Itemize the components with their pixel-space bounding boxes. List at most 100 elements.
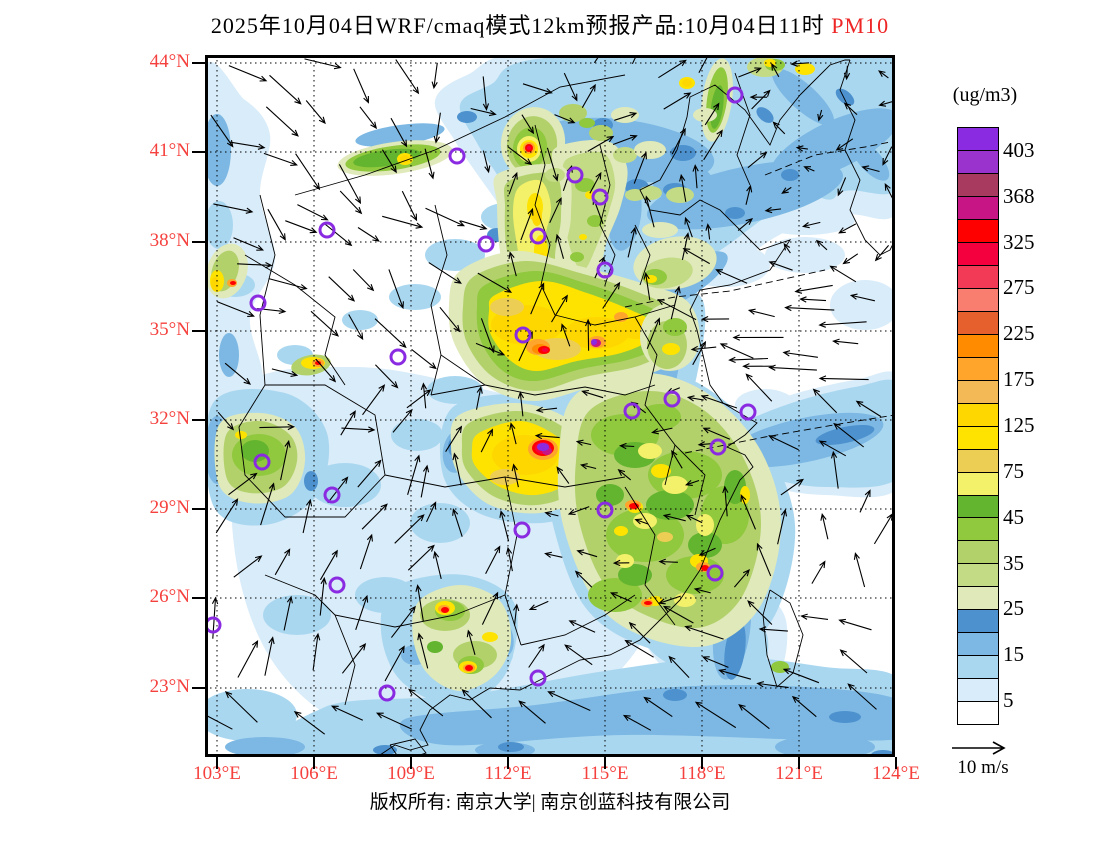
colorbar-tick-label: 15 (1003, 642, 1024, 667)
colorbar-unit-label: (ug/m3) (952, 84, 1018, 106)
wind-arrows-layer (205, 55, 895, 735)
colorbar-tick-label: 75 (1003, 458, 1024, 483)
colorbar-swatch (958, 380, 998, 404)
colorbar-swatch (958, 128, 998, 151)
colorbar-swatch (958, 564, 998, 588)
city-marker-icon (477, 235, 495, 253)
lat-axis-label: 41°N (149, 140, 190, 161)
lat-axis-label: 29°N (149, 497, 190, 518)
colorbar-swatch (958, 656, 998, 680)
city-markers-layer (205, 86, 757, 702)
city-marker-icon (709, 438, 727, 456)
copyright-text: 版权所有: 南京大学| 南京创蓝科技有限公司 (369, 792, 731, 813)
colorbar-tick-label: 368 (1003, 183, 1035, 208)
city-marker-icon (529, 669, 547, 687)
colorbar-swatch (958, 242, 998, 266)
lat-axis-tick (192, 687, 205, 689)
colorbar-swatch (958, 403, 998, 427)
lon-axis-label: 115°E (581, 763, 629, 784)
lat-axis-tick (192, 597, 205, 599)
lon-axis-tick (410, 757, 412, 769)
colorbar-swatch (958, 357, 998, 381)
lon-axis-tick (313, 757, 315, 769)
colorbar-swatch (958, 472, 998, 496)
lon-axis-label: 121°E (775, 763, 823, 784)
colorbar-swatch (958, 173, 998, 197)
lon-axis-label: 106°E (290, 763, 338, 784)
lon-axis-label: 109°E (387, 763, 435, 784)
colorbar-tick-label: 225 (1003, 321, 1035, 346)
city-marker-icon (513, 521, 531, 539)
city-marker-icon (323, 486, 341, 504)
lon-axis-tick (507, 757, 509, 769)
lat-axis-label: 44°N (149, 51, 190, 72)
colorbar-swatch (958, 610, 998, 634)
colorbar-swatch (958, 265, 998, 289)
city-marker-icon (596, 501, 614, 519)
colorbar-tick-label: 45 (1003, 504, 1024, 529)
city-marker-icon (448, 147, 466, 165)
lat-axis-tick (192, 419, 205, 421)
colorbar-tick-label: 275 (1003, 275, 1035, 300)
colorbar-swatch (958, 518, 998, 542)
concentration-patches-layer (205, 55, 895, 757)
lon-axis-label: 124°E (872, 763, 920, 784)
lon-axis-tick (798, 757, 800, 769)
wind-scale-label: 10 m/s (957, 757, 1009, 778)
colorbar-swatch (958, 311, 998, 335)
city-marker-icon (529, 227, 547, 245)
forecast-map-svg (205, 55, 895, 757)
lon-axis-tick (895, 757, 897, 769)
gridlines-layer (205, 55, 895, 757)
city-marker-icon (726, 86, 744, 104)
lon-axis-tick (604, 757, 606, 769)
colorbar-swatch (958, 426, 998, 450)
lat-axis-tick (192, 508, 205, 510)
lon-axis-tick (216, 757, 218, 769)
map-content (205, 55, 895, 757)
lat-axis-tick (192, 62, 205, 64)
colorbar (957, 127, 999, 725)
city-marker-icon (663, 390, 681, 408)
lon-axis-label: 118°E (678, 763, 726, 784)
colorbar-tick-label: 125 (1003, 413, 1035, 437)
lat-axis-tick (192, 241, 205, 243)
city-marker-icon (378, 684, 396, 702)
city-marker-icon (389, 348, 407, 366)
city-marker-icon (623, 402, 641, 420)
city-marker-icon (253, 453, 271, 471)
lon-axis-label: 112°E (484, 763, 532, 784)
colorbar-swatch (958, 702, 998, 725)
lat-axis-tick (192, 151, 205, 153)
title-text: 2025年10月04日WRF/cmaq模式12km预报产品:10月04日11时 (210, 13, 825, 38)
forecast-map (205, 55, 895, 757)
colorbar-swatch (958, 587, 998, 611)
city-marker-icon (514, 326, 532, 344)
lat-axis-label: 26°N (149, 586, 190, 607)
title-pollutant: PM10 (824, 13, 890, 38)
city-marker-icon (596, 261, 614, 279)
colorbar-swatch (958, 449, 998, 473)
colorbar-swatch (958, 334, 998, 358)
colorbar-tick-label: 25 (1003, 596, 1024, 621)
lat-axis-label: 35°N (149, 319, 190, 340)
city-marker-icon (706, 564, 724, 582)
city-marker-icon (739, 403, 757, 421)
colorbar-swatch (958, 150, 998, 174)
city-marker-icon (249, 294, 267, 312)
colorbar-swatch (958, 196, 998, 220)
lat-axis-label: 32°N (149, 408, 190, 429)
colorbar-swatch (958, 541, 998, 565)
colorbar-swatch (958, 679, 998, 703)
lon-axis-label: 103°E (193, 763, 241, 784)
lat-axis-label: 38°N (149, 230, 190, 251)
city-marker-icon (328, 576, 346, 594)
colorbar-tick-label: 403 (1003, 137, 1035, 162)
page-title: 2025年10月04日WRF/cmaq模式12km预报产品:10月04日11时 … (0, 8, 1100, 40)
city-marker-icon (566, 166, 584, 184)
colorbar-swatch (958, 219, 998, 243)
colorbar-tick-label: 35 (1003, 550, 1024, 575)
colorbar-swatch (958, 633, 998, 657)
colorbar-swatch (958, 495, 998, 519)
city-marker-icon (591, 188, 609, 206)
